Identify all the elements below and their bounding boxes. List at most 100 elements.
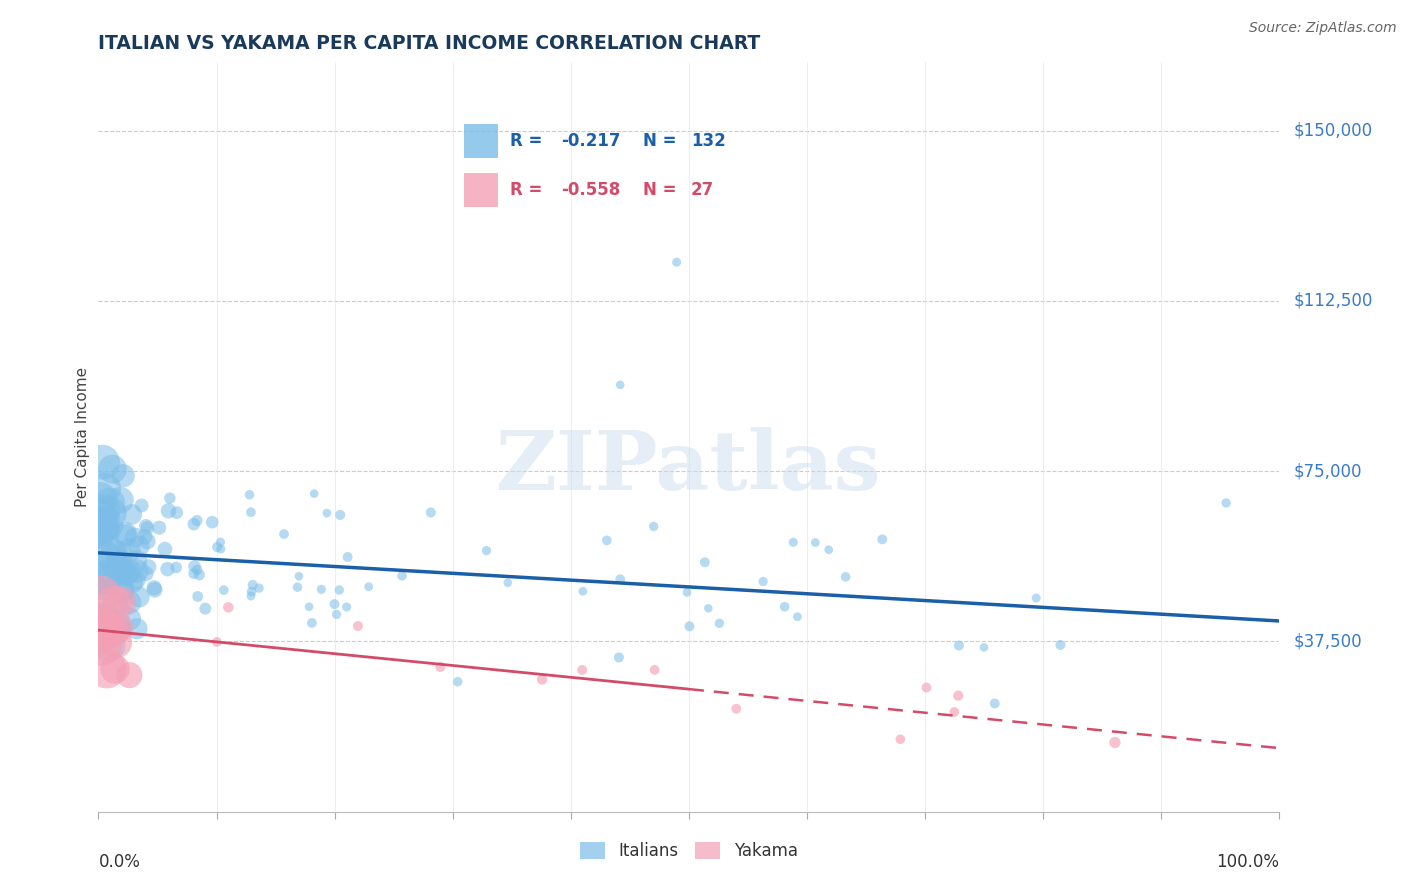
Text: R =: R =: [509, 132, 543, 150]
Point: [1215, 496, 1237, 510]
Point: [872, 533, 894, 547]
Point: [97, 639, 120, 653]
Point: [101, 462, 124, 476]
Point: [121, 508, 143, 522]
Point: [90, 589, 112, 603]
Point: [108, 548, 131, 562]
Point: [90, 520, 112, 534]
Point: [103, 623, 125, 637]
Point: [212, 583, 235, 598]
Point: [676, 585, 699, 599]
Point: [983, 697, 1005, 711]
Point: [209, 535, 232, 549]
Text: $75,000: $75,000: [1294, 462, 1362, 480]
Point: [118, 668, 141, 682]
Point: [135, 566, 157, 581]
Point: [247, 581, 270, 595]
Point: [105, 635, 128, 649]
Point: [209, 542, 232, 557]
Point: [143, 581, 166, 595]
Point: [804, 535, 827, 549]
Point: [948, 639, 970, 653]
Text: -0.217: -0.217: [561, 132, 620, 150]
Point: [93, 622, 115, 636]
Point: [93, 516, 115, 530]
Point: [1104, 735, 1126, 749]
Point: [240, 589, 263, 603]
Point: [103, 595, 125, 609]
Point: [834, 570, 856, 584]
Point: [217, 600, 239, 615]
Point: [725, 702, 748, 716]
Point: [336, 549, 359, 564]
Point: [447, 674, 470, 689]
Point: [136, 521, 159, 535]
Point: [105, 564, 128, 578]
Point: [89, 623, 111, 637]
Point: [1049, 638, 1071, 652]
Point: [643, 519, 665, 533]
Point: [104, 662, 127, 676]
FancyBboxPatch shape: [464, 124, 498, 159]
Point: [93, 619, 115, 633]
Point: [136, 534, 159, 549]
Point: [93, 570, 115, 584]
Point: [107, 581, 129, 595]
Point: [311, 582, 333, 597]
Point: [93, 610, 115, 624]
Text: 100.0%: 100.0%: [1216, 853, 1279, 871]
Point: [347, 619, 370, 633]
Text: ZIPatlas: ZIPatlas: [496, 427, 882, 507]
Point: [187, 590, 209, 604]
Point: [752, 574, 775, 589]
Text: $150,000: $150,000: [1294, 121, 1372, 139]
Point: [238, 488, 260, 502]
Point: [105, 615, 128, 630]
Point: [572, 584, 595, 599]
Point: [124, 531, 146, 545]
Point: [89, 573, 111, 587]
Point: [89, 518, 111, 533]
Point: [357, 580, 380, 594]
Point: [301, 615, 323, 630]
Point: [98, 496, 121, 510]
Point: [183, 559, 205, 574]
Point: [298, 599, 321, 614]
Point: [153, 542, 176, 557]
Point: [112, 582, 135, 597]
Point: [90, 614, 112, 628]
Point: [302, 486, 325, 500]
Point: [110, 595, 132, 609]
Point: [134, 530, 156, 544]
Legend: Italians, Yakama: Italians, Yakama: [574, 836, 804, 867]
Point: [475, 543, 498, 558]
Point: [323, 597, 346, 611]
Point: [93, 524, 115, 538]
Point: [948, 689, 970, 703]
Point: [889, 732, 911, 747]
Point: [118, 543, 141, 558]
Point: [105, 559, 128, 574]
Point: [240, 584, 263, 599]
Point: [288, 569, 311, 583]
Point: [121, 575, 143, 590]
Point: [117, 566, 139, 581]
Text: 0.0%: 0.0%: [98, 853, 141, 871]
Text: R =: R =: [509, 181, 543, 199]
Point: [128, 539, 150, 553]
Point: [391, 569, 413, 583]
Point: [114, 529, 136, 543]
Point: [973, 640, 995, 655]
Text: -0.558: -0.558: [561, 181, 620, 199]
Point: [697, 601, 720, 615]
Point: [429, 660, 451, 674]
Point: [325, 607, 347, 622]
Point: [201, 515, 224, 529]
Point: [118, 564, 141, 578]
Point: [89, 525, 111, 540]
Point: [125, 573, 148, 587]
Point: [93, 503, 115, 517]
Point: [817, 542, 839, 557]
Point: [131, 499, 153, 513]
Text: 27: 27: [692, 181, 714, 199]
